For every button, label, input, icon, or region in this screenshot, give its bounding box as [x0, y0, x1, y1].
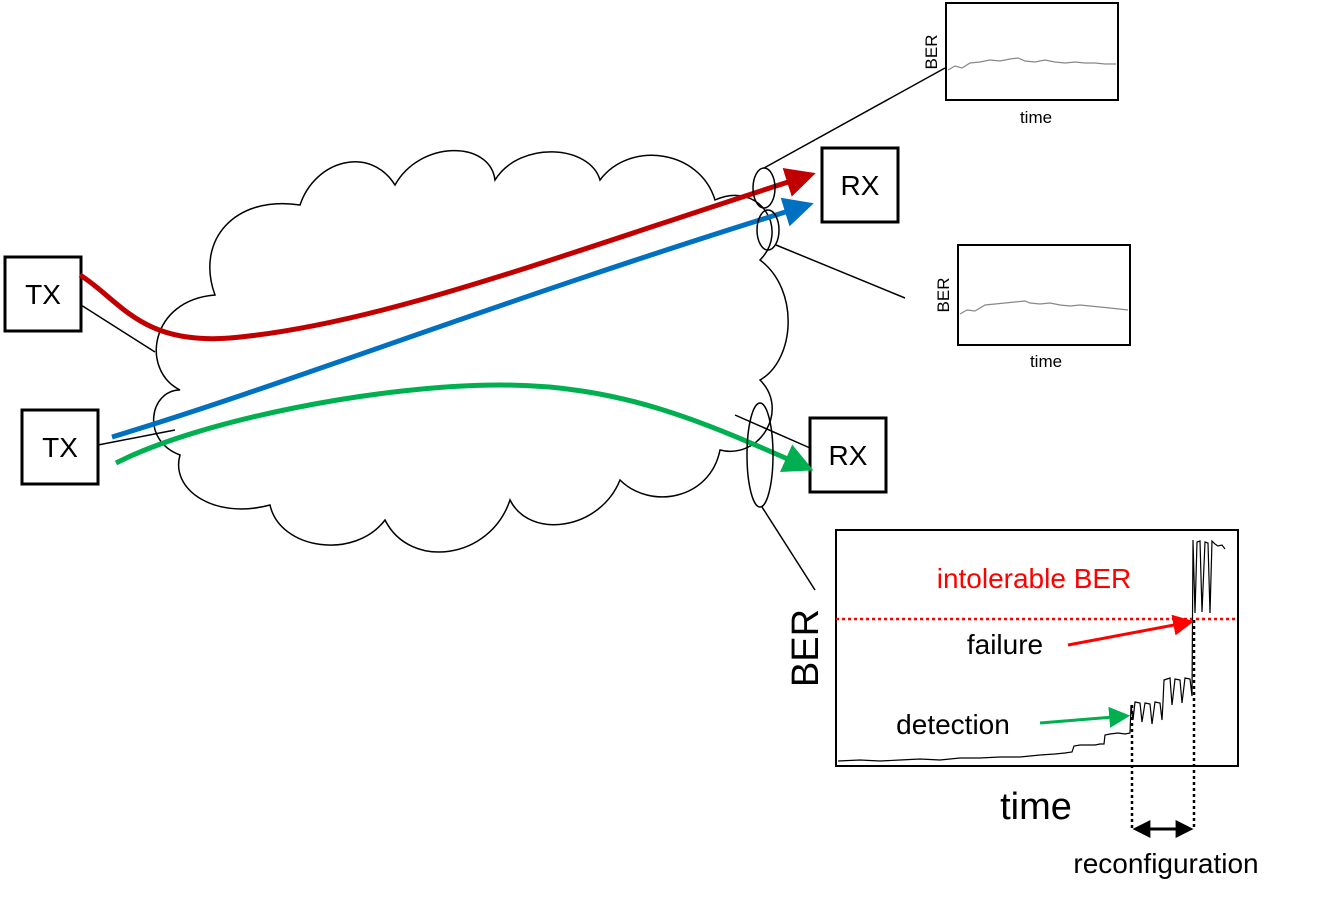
ber-trace	[959, 300, 1129, 315]
rx-node-top: RX	[820, 146, 900, 224]
x-axis-label: time	[1000, 786, 1072, 828]
network-cloud	[153, 149, 789, 553]
ber-monitor-plot-middle: BER time	[934, 244, 1131, 371]
detection-arrow	[1039, 706, 1131, 728]
leader-line	[775, 244, 906, 299]
detection-label: detection	[896, 709, 1010, 740]
leader-line	[763, 67, 946, 169]
rx-connector-line	[734, 414, 811, 449]
lightpath-blue	[111, 197, 814, 440]
rx-label: RX	[829, 440, 868, 471]
monitor-tap-blue	[756, 209, 780, 251]
tx-node-top: TX	[3, 255, 83, 333]
ber-monitor-plot-top: BER time	[922, 2, 1119, 127]
y-axis-label: BER	[785, 609, 827, 687]
tx-node-bottom: TX	[20, 408, 100, 486]
ber-trace	[947, 57, 1116, 71]
x-axis-label: time	[1030, 352, 1062, 371]
ber-trace	[837, 539, 1226, 762]
rx-label: RX	[841, 170, 880, 201]
failure-label: failure	[967, 629, 1043, 660]
tx-connector-line	[80, 304, 156, 353]
tx-label: TX	[25, 279, 61, 310]
y-axis-label: BER	[934, 278, 953, 313]
monitor-tap-green	[746, 402, 774, 508]
ber-main-plot: intolerable BER failure detection BER ti…	[785, 529, 1259, 879]
reconfiguration-label: reconfiguration	[1073, 848, 1258, 879]
rx-node-bottom: RX	[808, 416, 888, 494]
x-axis-label: time	[1020, 108, 1052, 127]
failure-arrow	[1067, 614, 1195, 647]
leader-line	[761, 506, 816, 591]
lightpath-red	[78, 168, 816, 342]
tx-label: TX	[42, 432, 78, 463]
y-axis-label: BER	[922, 35, 941, 70]
tx-connector-line	[97, 429, 176, 446]
lightpath-green	[114, 382, 814, 472]
intolerable-ber-label: intolerable BER	[937, 563, 1132, 594]
